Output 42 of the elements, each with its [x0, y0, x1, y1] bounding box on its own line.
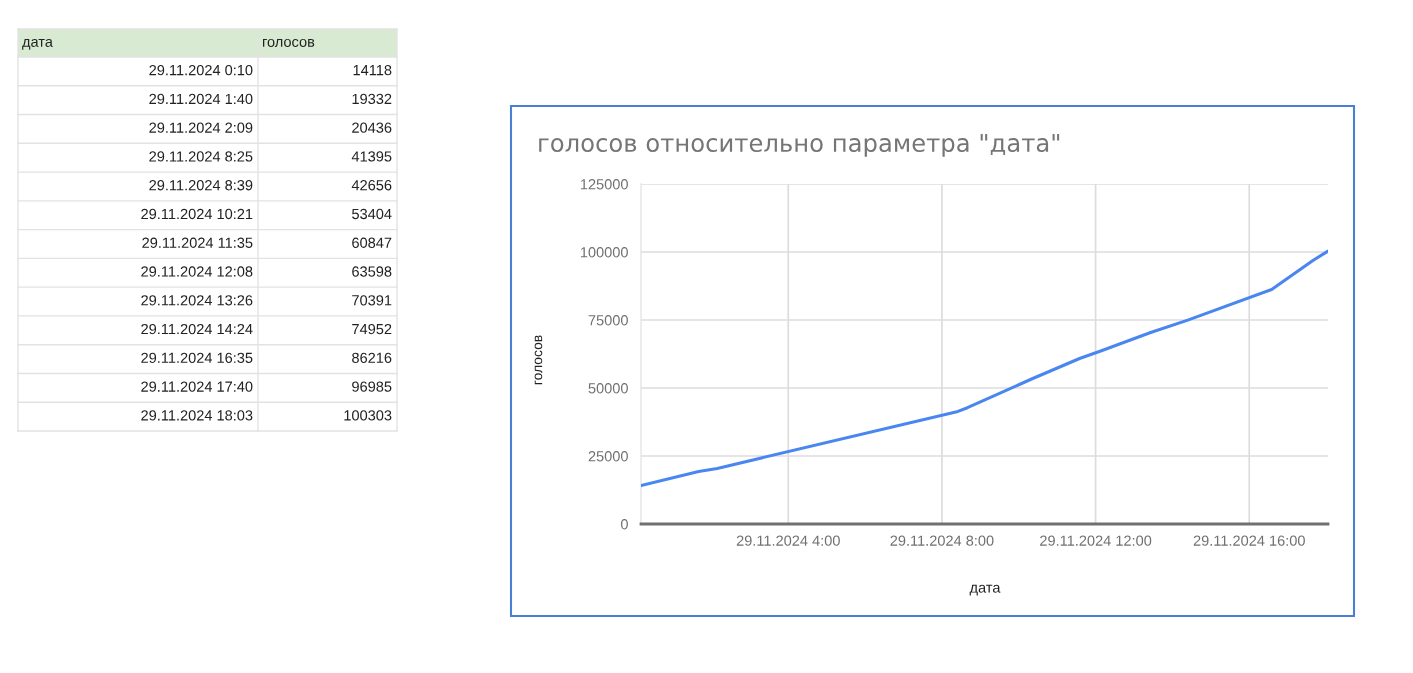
category-label: голосов	[263, 38, 315, 47]
text: 20436	[352, 122, 392, 133]
y-tick-label: 0	[620, 519, 628, 530]
x-tick-label: 29.11.2024 8:00	[890, 535, 994, 546]
text: 29.11.2024 11:35	[142, 237, 253, 248]
text: 100303	[344, 410, 392, 421]
x-tick-label: 29.11.2024 12:00	[1040, 535, 1152, 546]
text: 14118	[353, 64, 392, 76]
x-axis-title: дата	[969, 584, 1001, 596]
text: 42656	[351, 180, 392, 191]
text: 29.11.2024 8:39	[149, 180, 253, 191]
text: 96985	[352, 381, 392, 392]
text: 29.11.2024 0:10	[149, 64, 253, 76]
text: 74952	[352, 323, 392, 335]
y-axis-title: голосов	[534, 335, 543, 385]
x-tick-label: 29.11.2024 16:00	[1193, 535, 1305, 546]
text: 29.11.2024 14:24	[141, 323, 253, 335]
text: 86216	[352, 352, 392, 363]
text: 29.11.2024 12:08	[141, 266, 253, 277]
text: 29.11.2024 8:25	[149, 151, 253, 162]
text: 70391	[352, 295, 392, 306]
text: 29.11.2024 18:03	[141, 410, 253, 421]
text: 29.11.2024 13:26	[141, 295, 253, 306]
text: 29.11.2024 16:35	[141, 352, 253, 363]
text: 29.11.2024 2:09	[149, 122, 253, 133]
chart-title: голосов относительно параметра "дата"	[539, 133, 1060, 157]
text: 63598	[352, 266, 392, 277]
line-series	[641, 249, 1328, 488]
text: 60847	[352, 237, 392, 248]
y-tick-label: 25000	[588, 451, 628, 462]
category-label: дата	[22, 38, 53, 50]
y-tick-label: 50000	[588, 383, 628, 394]
text: 41395	[351, 151, 392, 162]
text: 29.11.2024 1:40	[149, 93, 253, 105]
y-tick-label: 125000	[580, 179, 628, 190]
text: 53404	[352, 208, 392, 220]
y-tick-label: 100000	[580, 247, 628, 258]
text: 19332	[352, 93, 392, 105]
text: 29.11.2024 10:21	[141, 208, 253, 220]
text: 29.11.2024 17:40	[141, 381, 253, 392]
y-tick-label: 75000	[588, 315, 628, 326]
x-tick-label: 29.11.2024 4:00	[736, 535, 840, 546]
